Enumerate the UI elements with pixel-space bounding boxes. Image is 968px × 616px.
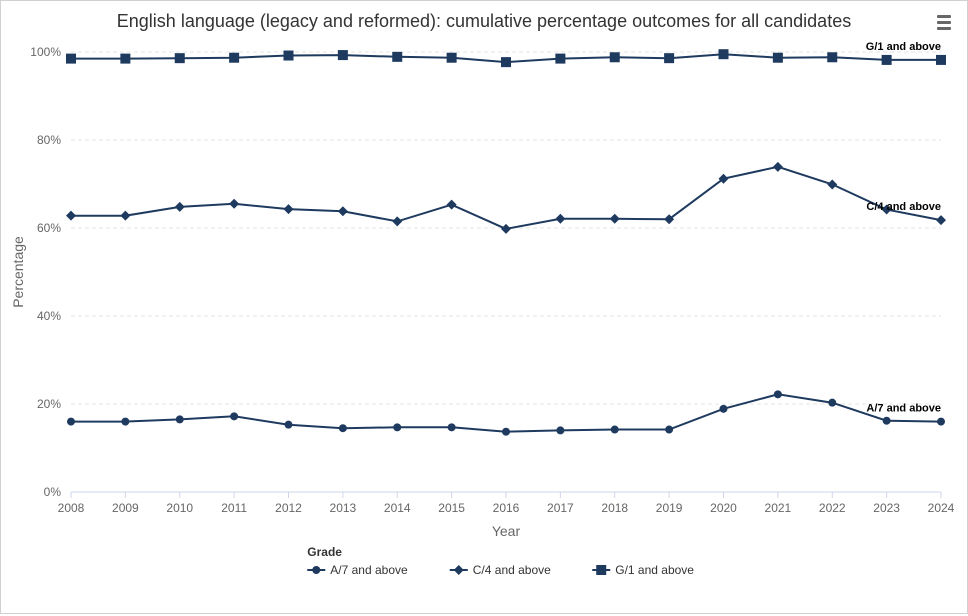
legend-item[interactable]: C/4 and above xyxy=(450,563,551,577)
y-tick-label: 0% xyxy=(44,485,62,499)
data-point[interactable] xyxy=(120,211,130,221)
data-point[interactable] xyxy=(175,53,185,63)
x-tick-label: 2011 xyxy=(221,501,247,515)
data-point[interactable] xyxy=(610,214,620,224)
data-point[interactable] xyxy=(501,224,511,234)
y-axis-title: Percentage xyxy=(10,236,26,308)
data-point[interactable] xyxy=(229,199,239,209)
x-tick-label: 2010 xyxy=(166,501,193,515)
series-end-label: A/7 and above xyxy=(866,403,941,415)
data-point[interactable] xyxy=(827,52,837,62)
data-point[interactable] xyxy=(121,418,129,426)
x-axis-title: Year xyxy=(492,523,521,539)
svg-text:C/4 and above: C/4 and above xyxy=(473,563,551,577)
chart-title: English language (legacy and reformed): … xyxy=(1,1,967,32)
x-tick-label: 2020 xyxy=(710,501,737,515)
legend-item[interactable]: A/7 and above xyxy=(307,563,408,577)
data-point[interactable] xyxy=(393,423,401,431)
data-point[interactable] xyxy=(338,50,348,60)
data-point[interactable] xyxy=(284,51,294,61)
y-tick-label: 100% xyxy=(30,45,61,59)
chart-svg: 0% 20% 40% 60% 80% 100% Percentage 2008 2009 2010… xyxy=(1,32,968,616)
data-point[interactable] xyxy=(229,53,239,63)
chart-container: English language (legacy and reformed): … xyxy=(0,0,968,614)
x-tick-label: 2019 xyxy=(656,501,683,515)
data-point[interactable] xyxy=(66,54,76,64)
series-end-label: G/1 and above xyxy=(866,41,941,53)
svg-text:A/7 and above: A/7 and above xyxy=(330,563,408,577)
x-tick-label: 2016 xyxy=(493,501,520,515)
y-tick-label: 20% xyxy=(37,397,61,411)
series-line[interactable] xyxy=(71,394,941,431)
data-point[interactable] xyxy=(610,52,620,62)
data-point[interactable] xyxy=(392,52,402,62)
data-point[interactable] xyxy=(447,53,457,63)
data-point[interactable] xyxy=(937,418,945,426)
data-point[interactable] xyxy=(501,57,511,67)
x-tick-label: 2017 xyxy=(547,501,574,515)
x-tick-label: 2012 xyxy=(275,501,302,515)
data-point[interactable] xyxy=(936,55,946,65)
data-point[interactable] xyxy=(230,412,238,420)
svg-text:G/1 and above: G/1 and above xyxy=(615,563,694,577)
data-point[interactable] xyxy=(67,418,75,426)
data-point[interactable] xyxy=(773,162,783,172)
series-line[interactable] xyxy=(71,167,941,229)
data-point[interactable] xyxy=(774,390,782,398)
data-point[interactable] xyxy=(120,54,130,64)
legend-item[interactable]: G/1 and above xyxy=(592,563,694,577)
data-point[interactable] xyxy=(828,399,836,407)
x-tick-label: 2022 xyxy=(819,501,846,515)
data-point[interactable] xyxy=(502,428,510,436)
data-point[interactable] xyxy=(339,424,347,432)
data-point[interactable] xyxy=(664,53,674,63)
legend-title: Grade xyxy=(307,545,342,559)
data-point[interactable] xyxy=(883,417,891,425)
data-point[interactable] xyxy=(827,179,837,189)
data-point[interactable] xyxy=(773,53,783,63)
series-end-label: C/4 and above xyxy=(866,201,941,213)
x-tick-label: 2013 xyxy=(330,501,357,515)
data-point[interactable] xyxy=(285,421,293,429)
x-tick-label: 2021 xyxy=(765,501,792,515)
data-point[interactable] xyxy=(284,204,294,214)
chart-menu-button[interactable] xyxy=(931,9,957,35)
data-point[interactable] xyxy=(555,54,565,64)
data-point[interactable] xyxy=(720,405,728,413)
x-tick-label: 2015 xyxy=(438,501,465,515)
data-point[interactable] xyxy=(719,49,729,59)
x-tick-label: 2023 xyxy=(873,501,900,515)
data-point[interactable] xyxy=(665,426,673,434)
data-point[interactable] xyxy=(936,215,946,225)
y-tick-label: 60% xyxy=(37,221,61,235)
data-point[interactable] xyxy=(338,206,348,216)
data-point[interactable] xyxy=(611,426,619,434)
y-tick-label: 40% xyxy=(37,309,61,323)
x-tick-label: 2009 xyxy=(112,501,139,515)
x-tick-label: 2014 xyxy=(384,501,411,515)
data-point[interactable] xyxy=(447,200,457,210)
data-point[interactable] xyxy=(176,415,184,423)
x-tick-label: 2024 xyxy=(928,501,955,515)
data-point[interactable] xyxy=(392,216,402,226)
data-point[interactable] xyxy=(175,202,185,212)
data-point[interactable] xyxy=(448,423,456,431)
data-point[interactable] xyxy=(882,55,892,65)
x-tick-label: 2018 xyxy=(601,501,628,515)
y-tick-label: 80% xyxy=(37,133,61,147)
x-tick-label: 2008 xyxy=(58,501,85,515)
data-point[interactable] xyxy=(66,211,76,221)
data-point[interactable] xyxy=(556,426,564,434)
data-point[interactable] xyxy=(555,214,565,224)
